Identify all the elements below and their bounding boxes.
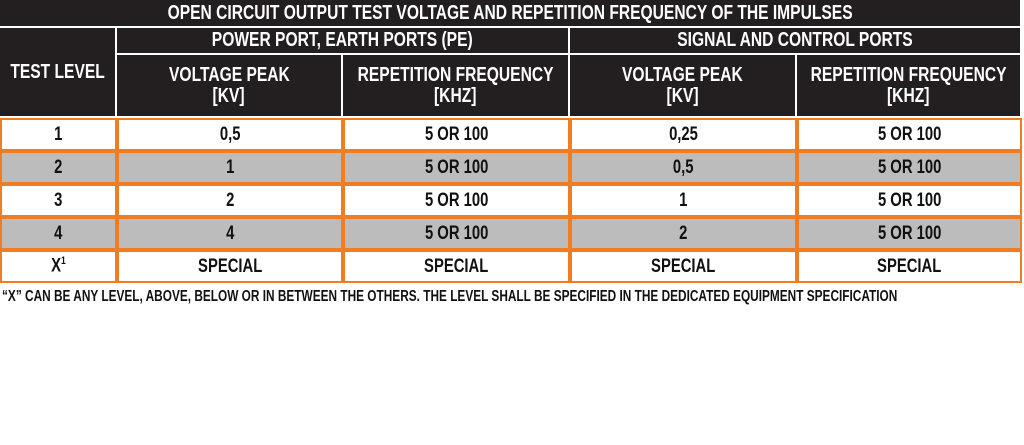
group-header: POWER PORT, EARTH PORTS (PE) <box>212 29 473 51</box>
table-cell: 5 OR 100 <box>343 118 570 151</box>
cell-text: 5 OR 100 <box>424 222 489 244</box>
table-cell: 0,25 <box>570 118 797 151</box>
table-cell: 4 <box>117 217 343 250</box>
cell-text: 1 <box>679 189 688 211</box>
cell-text: 0,5 <box>673 156 694 178</box>
table-cell: 0,5 <box>117 118 343 151</box>
cell-text: 2 <box>225 189 235 211</box>
table-cell: 2 <box>117 184 343 217</box>
table-cell: 5 OR 100 <box>343 151 570 184</box>
table-cell: 5 OR 100 <box>343 184 570 217</box>
column-header: VOLTAGE PEAK <box>622 63 743 86</box>
column-unit: [KHZ] <box>887 84 930 107</box>
group-header: SIGNAL AND CONTROL PORTS <box>677 29 913 51</box>
table-cell: SPECIAL <box>570 250 797 283</box>
group-cell: POWER PORT, EARTH PORTS (PE) <box>117 28 570 55</box>
cell-text: 5 OR 100 <box>877 222 942 244</box>
cell-text: SPECIAL <box>424 255 489 277</box>
cell-text: 5 OR 100 <box>424 123 489 145</box>
table-cell: 3 <box>0 184 117 217</box>
table-cell: 0,5 <box>570 151 797 184</box>
cell-text: 4 <box>54 222 63 244</box>
cell-text: 3 <box>54 189 63 211</box>
column-unit: [KHZ] <box>434 84 477 107</box>
cell-text: 5 OR 100 <box>877 123 942 145</box>
table-cell: X1 <box>0 250 117 283</box>
header-cell: VOLTAGE PEAK [KV] <box>117 55 343 118</box>
table-cell: SPECIAL <box>117 250 343 283</box>
cell-text: 0,5 <box>219 123 241 145</box>
table-cell: 1 <box>117 151 343 184</box>
cell-text: 1 <box>54 123 63 145</box>
column-unit: [KV] <box>212 84 246 107</box>
column-header: REPETITION FREQUENCY <box>357 63 554 86</box>
cell-text: 1 <box>225 156 235 178</box>
cell-text: 0,25 <box>669 123 698 145</box>
table-cell: 5 OR 100 <box>797 184 1022 217</box>
header-cell: REPETITION FREQUENCY [KHZ] <box>343 55 570 118</box>
cell-text: 5 OR 100 <box>424 156 489 178</box>
cell-text: 2 <box>679 222 688 244</box>
table-cell: SPECIAL <box>343 250 570 283</box>
column-header: VOLTAGE PEAK <box>168 63 290 86</box>
footnote: “X” CAN BE ANY LEVEL, ABOVE, BELOW OR IN… <box>2 288 898 305</box>
table-cell: 2 <box>0 151 117 184</box>
table-cell: 5 OR 100 <box>343 217 570 250</box>
table-cell: 1 <box>570 184 797 217</box>
cell-text: SPECIAL <box>651 255 716 277</box>
cell-text: 5 OR 100 <box>877 156 942 178</box>
table-cell: SPECIAL <box>797 250 1022 283</box>
cell-text: 2 <box>54 156 63 178</box>
cell-text: 5 OR 100 <box>877 189 942 211</box>
header-cell: REPETITION FREQUENCY [KHZ] <box>797 55 1022 118</box>
footnote-mark: 1 <box>61 255 66 268</box>
cell-text: SPECIAL <box>877 255 942 277</box>
table-cell: 5 OR 100 <box>797 217 1022 250</box>
header-cell: VOLTAGE PEAK [KV] <box>570 55 797 118</box>
header-cell: TEST LEVEL <box>0 28 117 118</box>
cell-text: 5 OR 100 <box>424 189 489 211</box>
title-cell: OPEN CIRCUIT OUTPUT TEST VOLTAGE AND REP… <box>0 0 1022 28</box>
column-header: TEST LEVEL <box>10 60 105 83</box>
table-cell: 4 <box>0 217 117 250</box>
group-cell: SIGNAL AND CONTROL PORTS <box>570 28 1022 55</box>
table-cell: 5 OR 100 <box>797 151 1022 184</box>
cell-text: 4 <box>225 222 235 244</box>
table-cell: 2 <box>570 217 797 250</box>
column-unit: [KV] <box>666 84 699 107</box>
cell-text: X1 <box>51 255 66 277</box>
column-header: REPETITION FREQUENCY <box>810 63 1007 86</box>
table-title: OPEN CIRCUIT OUTPUT TEST VOLTAGE AND REP… <box>167 1 853 24</box>
cell-text: SPECIAL <box>197 255 263 277</box>
table-cell: 5 OR 100 <box>797 118 1022 151</box>
table-cell: 1 <box>0 118 117 151</box>
